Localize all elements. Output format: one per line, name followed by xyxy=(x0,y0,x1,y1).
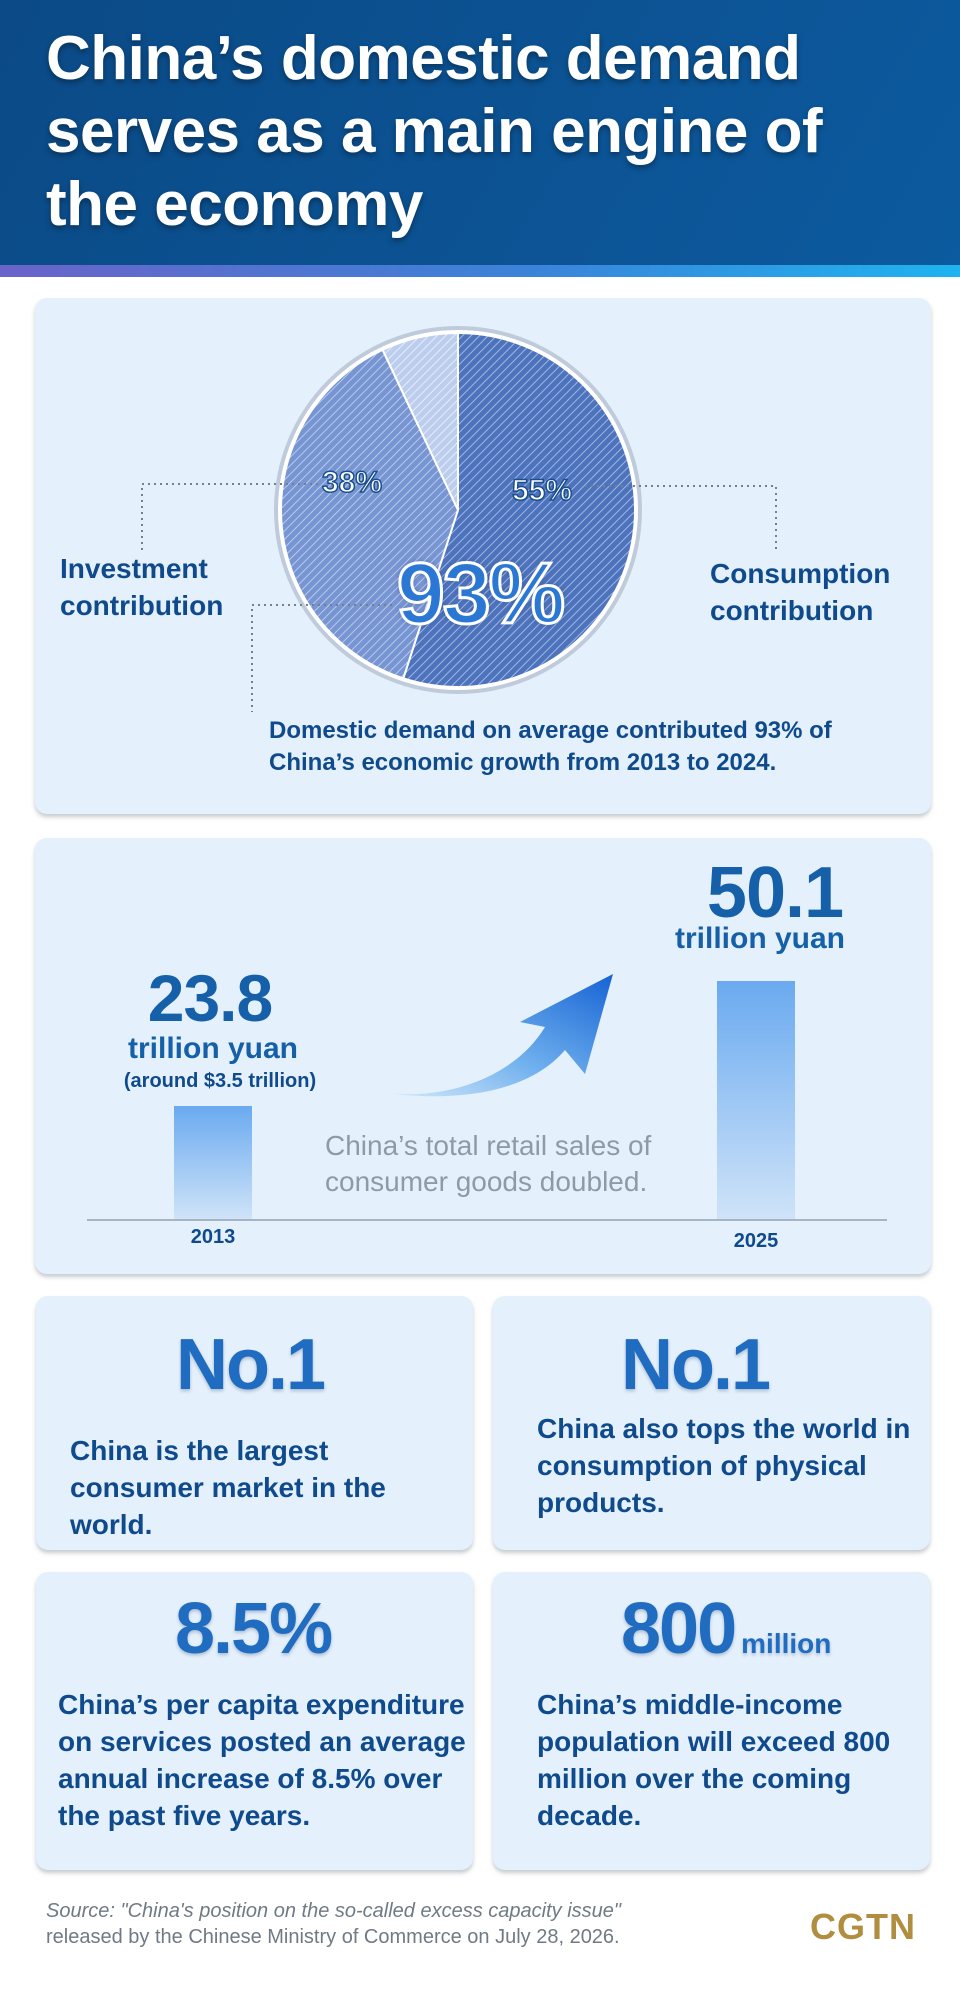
sales-bar-2025 xyxy=(717,981,795,1219)
consumption-label: Consumption contribution xyxy=(710,555,890,629)
stat-card-middle-income: 800 million China’s middle-income populat… xyxy=(493,1572,930,1870)
investment-leader-line xyxy=(141,483,318,552)
consumption-leader-line xyxy=(585,485,777,552)
investment-label: Investment contribution xyxy=(60,550,223,624)
year-2025-label: 2025 xyxy=(733,1230,779,1252)
page-title: China’s domestic demand serves as a main… xyxy=(46,24,823,239)
stat-description: China is the largest consumer market in … xyxy=(70,1435,386,1540)
stat-description: China’s middle-income population will ex… xyxy=(537,1689,891,1831)
year-2013-label: 2013 xyxy=(190,1226,236,1248)
stat-card-physical-products: No.1 China also tops the world in consum… xyxy=(493,1296,930,1550)
cgtn-logo: CGTN xyxy=(810,1906,916,1947)
retail-sales-caption-line2: consumer goods doubled. xyxy=(325,1166,648,1197)
consumption-label-line2: contribution xyxy=(710,595,874,626)
stat-value-number: 800 xyxy=(621,1589,737,1669)
pie-slices xyxy=(278,330,638,690)
pie-outline xyxy=(278,330,638,690)
retail-sales-caption: China’s total retail sales of consumer g… xyxy=(325,1128,745,1200)
contribution-pie-chart xyxy=(141,326,777,712)
stat-value: No.1 xyxy=(621,1325,771,1405)
consumption-label-line1: Consumption xyxy=(710,558,891,589)
stat-value: 800 million xyxy=(621,1588,831,1670)
stat-description: China also tops the world in consumption… xyxy=(537,1413,911,1518)
sales-axis-line xyxy=(87,1219,887,1221)
sales-2025-unit: trillion yuan xyxy=(674,922,845,955)
source-note: Source: "China's position on the so-call… xyxy=(46,1898,746,1950)
investment-label-line1: Investment xyxy=(60,553,208,584)
total-leader-line xyxy=(251,604,392,712)
demand-note: Domestic demand on average contributed 9… xyxy=(269,717,832,776)
stat-card-largest-market: No.1 China is the largest consumer marke… xyxy=(36,1296,473,1550)
stat-value-suffix: million xyxy=(741,1628,832,1659)
consumption-percent: 55% xyxy=(511,473,573,508)
sales-bar-2013 xyxy=(174,1106,252,1219)
stat-card-services-expenditure: 8.5% China’s per capita expenditure on s… xyxy=(36,1572,473,1870)
investment-percent: 38% xyxy=(321,465,383,500)
stat-value: No.1 xyxy=(176,1325,326,1405)
stat-description: China’s per capita expenditure on servic… xyxy=(58,1689,466,1831)
growth-arrow-icon xyxy=(380,974,613,1097)
header-banner: China’s domestic demand serves as a main… xyxy=(0,0,960,265)
investment-label-line2: contribution xyxy=(60,590,224,621)
sales-2013-value: 23.8 xyxy=(147,961,273,1035)
source-line1: Source: "China's position on the so-call… xyxy=(46,1900,621,1922)
sales-2013-unit: trillion yuan xyxy=(128,1032,299,1065)
sales-2025-value: 50.1 xyxy=(706,853,844,933)
source-line2: released by the Chinese Ministry of Comm… xyxy=(46,1926,620,1948)
stat-value: 8.5% xyxy=(175,1589,333,1669)
sales-2013-usd-note: (around $3.5 trillion) xyxy=(123,1070,317,1092)
header-stripe xyxy=(0,265,960,277)
total-demand-percent: 93% xyxy=(395,545,566,644)
retail-sales-caption-line1: China’s total retail sales of xyxy=(325,1130,652,1161)
